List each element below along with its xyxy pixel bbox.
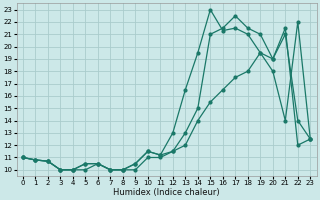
X-axis label: Humidex (Indice chaleur): Humidex (Indice chaleur): [113, 188, 220, 197]
